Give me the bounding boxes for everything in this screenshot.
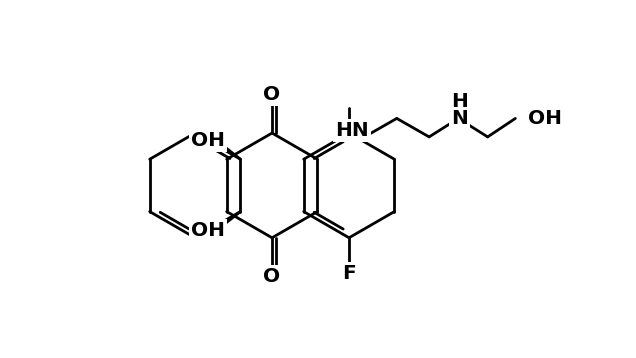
Text: O: O [263, 85, 280, 104]
Text: H: H [452, 92, 468, 111]
Text: O: O [263, 267, 280, 286]
Text: OH: OH [191, 131, 225, 150]
Text: HN: HN [335, 121, 369, 140]
Text: OH: OH [528, 109, 562, 128]
Text: F: F [342, 264, 356, 283]
Text: OH: OH [191, 221, 225, 240]
Text: N: N [452, 109, 468, 128]
